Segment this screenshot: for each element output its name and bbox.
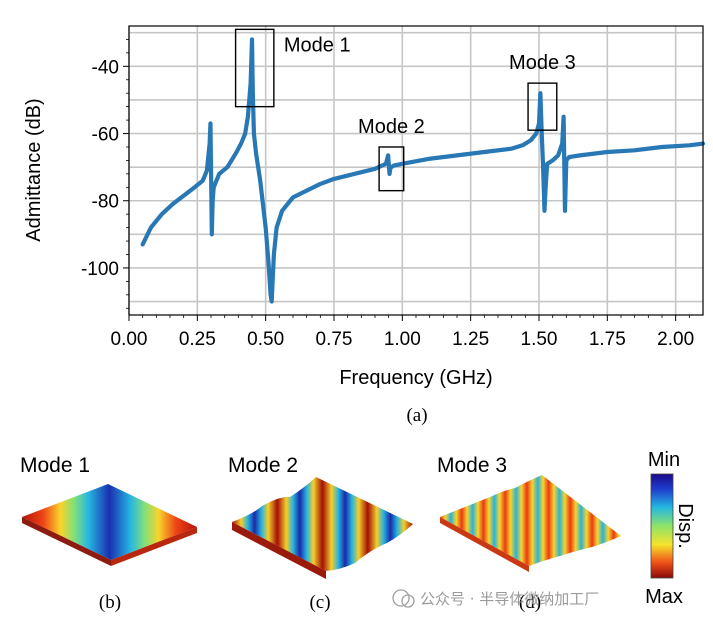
annotation-layer: Mode 1 Mode 2 Mode 3 xyxy=(234,28,576,192)
caption-c: (c) xyxy=(309,592,330,613)
x-tick-label: 2.00 xyxy=(657,329,694,350)
mode-box xyxy=(378,146,405,192)
colorbar-min-label: Min xyxy=(648,449,680,471)
mode1-title: Mode 1 xyxy=(20,454,90,477)
colorbar-gradient xyxy=(650,473,674,579)
x-tick-label: 0.75 xyxy=(316,329,353,350)
watermark-text: 公众号 · 半导体微纳加工厂 xyxy=(420,590,599,608)
mode-label: Mode 2 xyxy=(358,116,425,138)
watermark: 公众号 · 半导体微纳加工厂 xyxy=(392,589,599,608)
x-tick-label: 0.50 xyxy=(247,329,284,350)
mode2-panel: Mode 2 (c) xyxy=(228,454,413,613)
mode-box xyxy=(527,82,558,131)
y-tick-label: -100 xyxy=(81,259,119,280)
plot-area xyxy=(129,26,703,315)
mode-label: Mode 1 xyxy=(284,34,351,56)
mode1-plate-top xyxy=(22,484,197,560)
colorbar-max-label: Max xyxy=(645,586,683,608)
x-axis-title: Frequency (GHz) xyxy=(339,367,492,389)
y-axis-title: Admittance (dB) xyxy=(23,98,45,241)
mode1-plate-side-right xyxy=(111,527,197,566)
x-tick-label: 1.25 xyxy=(452,329,489,350)
mode2-title: Mode 2 xyxy=(228,454,298,477)
mode-label: Mode 3 xyxy=(509,52,576,74)
x-tick-label: 1.00 xyxy=(384,329,421,350)
mode3-title: Mode 3 xyxy=(437,454,507,477)
mode-box xyxy=(234,28,275,108)
caption-b: (b) xyxy=(99,592,121,613)
wechat-icon xyxy=(392,589,410,607)
admittance-series-line xyxy=(140,37,706,304)
mode1-panel: Mode 1 (b) xyxy=(20,454,197,613)
plot-frame xyxy=(128,25,704,316)
mode3-panel: Mode 3 (d) xyxy=(437,454,621,613)
caption-d: (d) xyxy=(519,592,541,613)
y-tick-label: -80 xyxy=(92,192,119,213)
caption-a: (a) xyxy=(406,405,427,426)
mode1-plate-side-front xyxy=(22,517,111,566)
admittance-chart: 0.00 0.25 0.50 0.75 1.00 1.25 1.50 1.75 2.00 -40 -… xyxy=(23,25,706,426)
mode3-plate-side xyxy=(440,517,529,572)
axis-ticks: 0.00 0.25 0.50 0.75 1.00 1.25 1.50 1.75 2.00 -40 -… xyxy=(81,39,694,350)
mode2-plate-side xyxy=(232,522,326,579)
grid-lines xyxy=(128,26,703,315)
colorbar: Min Disp. Max xyxy=(645,449,696,608)
y-tick-label: -40 xyxy=(92,57,119,78)
wechat-icon-secondary xyxy=(401,594,415,608)
colorbar-side-label: Disp. xyxy=(674,503,696,549)
mode3-plate-top xyxy=(440,475,621,566)
y-tick-label: -60 xyxy=(92,125,119,146)
series-layer xyxy=(140,37,706,304)
x-tick-label: 1.75 xyxy=(589,329,626,350)
x-tick-label: 1.50 xyxy=(521,329,558,350)
x-tick-label: 0.25 xyxy=(179,329,216,350)
mode2-plate-top xyxy=(232,477,413,571)
x-tick-label: 0.00 xyxy=(111,329,148,350)
